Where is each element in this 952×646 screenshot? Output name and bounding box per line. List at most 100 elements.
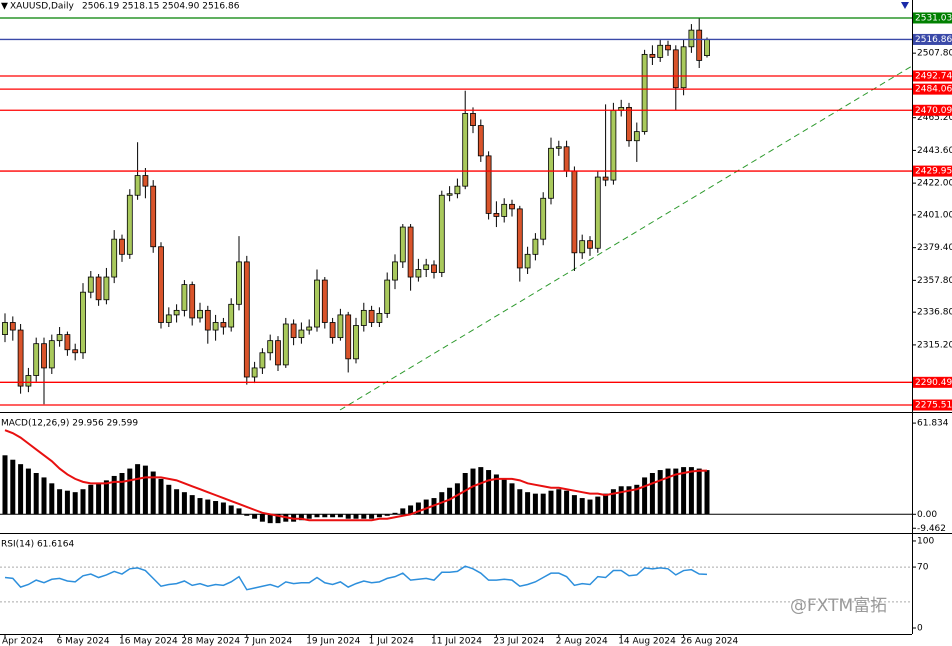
candle-body	[470, 113, 476, 126]
candle-body	[532, 238, 539, 255]
candle-body	[158, 246, 164, 323]
candle-body	[524, 253, 531, 269]
candle-body	[259, 352, 266, 369]
candle-body	[392, 261, 398, 281]
candle-body	[680, 46, 687, 89]
macd-bar	[25, 468, 31, 515]
level-label: 2290.49	[915, 378, 952, 388]
candle-body	[306, 326, 313, 331]
x-tick-label: 14 Aug 2024	[618, 637, 676, 646]
candle-body	[197, 309, 203, 319]
indicator-title: MACD(12,26,9) 29.956 29.599	[1, 419, 138, 429]
candle-body	[290, 323, 297, 339]
candle-body	[649, 53, 656, 58]
macd-bar	[236, 508, 242, 515]
level-label-bg	[913, 70, 952, 82]
macd-bar	[642, 477, 648, 515]
macd-bar	[470, 468, 476, 515]
macd-bar	[228, 505, 234, 515]
level-label: 2429.95	[915, 167, 952, 177]
x-tick-label: 2 Aug 2024	[556, 637, 608, 646]
y-tick-label: 0.00	[917, 510, 937, 520]
macd-bar	[96, 483, 102, 515]
level-label-bg	[913, 376, 952, 388]
macd-bar	[205, 499, 211, 515]
candle-body	[353, 325, 359, 360]
level-label-bg	[913, 399, 952, 411]
candle-body	[571, 170, 578, 254]
candle-body	[626, 106, 632, 142]
candle-body	[360, 309, 367, 326]
level-label: 2484.06	[915, 85, 952, 95]
macd-bar	[665, 468, 671, 515]
candle-body	[2, 322, 8, 335]
candle-body	[337, 314, 344, 339]
y-tick-label: 2401.00	[917, 210, 952, 220]
candle-body	[376, 312, 383, 323]
candle-body	[17, 329, 24, 387]
candle-body	[633, 131, 640, 142]
macd-bar	[525, 492, 531, 515]
macd-bar	[509, 483, 515, 515]
candle-body	[25, 375, 32, 387]
candle-body	[493, 213, 500, 217]
macd-bar	[454, 483, 460, 515]
y-tick-label: 2422.00	[917, 179, 952, 189]
macd-bar	[18, 464, 24, 515]
macd-bar	[2, 455, 8, 515]
macd-bar	[587, 499, 593, 515]
macd-bar	[127, 468, 133, 515]
macd-bar	[314, 514, 320, 518]
x-tick-label: 19 Jun 2024	[306, 637, 360, 646]
macd-bar	[447, 487, 453, 515]
macd-bar	[688, 467, 694, 515]
candle-body	[509, 203, 515, 210]
candle-body	[142, 175, 149, 187]
candle-body	[501, 203, 508, 217]
level-label-bg	[913, 33, 952, 45]
y-tick-label: 61.834	[917, 419, 949, 429]
candle-body	[587, 240, 593, 249]
candle-body	[594, 176, 601, 249]
macd-bar	[330, 514, 336, 518]
candle-body	[212, 322, 219, 331]
macd-bar	[80, 489, 86, 515]
macd-bar	[493, 474, 499, 515]
macd-bar	[337, 514, 343, 518]
level-label: 2492.74	[915, 71, 952, 81]
macd-bar	[696, 468, 702, 515]
candle-body	[665, 44, 671, 51]
candle-body	[236, 261, 242, 305]
macd-bar	[400, 508, 406, 515]
y-tick-label: 2465.20	[917, 113, 952, 123]
candle-body	[189, 284, 196, 319]
macd-bar	[704, 470, 710, 515]
macd-bar	[462, 473, 468, 515]
y-tick-label: 2443.60	[917, 146, 952, 156]
macd-bar	[220, 502, 226, 515]
macd-bar	[486, 470, 492, 515]
indicator-title: RSI(14) 61.6164	[1, 540, 74, 550]
macd-bar	[49, 483, 55, 515]
macd-bar	[322, 514, 328, 518]
candle-body	[228, 303, 235, 328]
macd-bar	[673, 468, 679, 515]
candle-body	[423, 264, 430, 270]
candle-body	[267, 340, 274, 354]
candle-body	[446, 193, 453, 196]
candle-body	[602, 176, 609, 181]
macd-bar	[392, 512, 398, 515]
candle-body	[64, 334, 71, 351]
macd-bar	[150, 471, 156, 515]
macd-bar	[33, 473, 39, 515]
macd-bar	[571, 495, 577, 515]
watermark: @FXTM富拓	[790, 596, 887, 616]
level-label: 2531.03	[915, 13, 952, 23]
candle-body	[329, 322, 336, 339]
macd-bar	[57, 489, 63, 515]
y-tick-label: 2357.80	[917, 276, 952, 286]
candle-body	[563, 146, 570, 172]
candle-body	[579, 240, 586, 254]
